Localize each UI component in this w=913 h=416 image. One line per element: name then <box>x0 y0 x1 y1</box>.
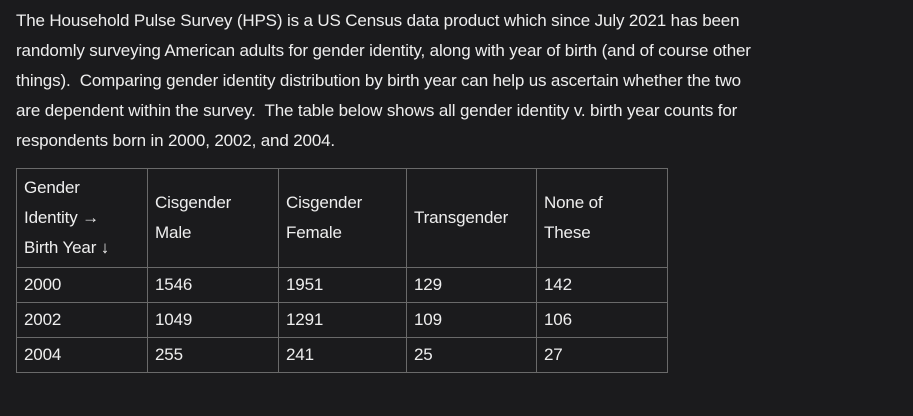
column-header-cisgender-male: Cisgender Male <box>147 168 279 268</box>
cell-2004-cisgender-female: 241 <box>278 337 407 373</box>
cell-2000-cisgender-male: 1546 <box>147 267 279 303</box>
table-row-2000: 2000 1546 1951 129 142 <box>16 267 668 303</box>
column-header-cisgender-female: Cisgender Female <box>278 168 407 268</box>
cell-2002-none-of-these: 106 <box>536 302 668 338</box>
column-header-transgender: Transgender <box>406 168 537 268</box>
intro-paragraph: The Household Pulse Survey (HPS) is a US… <box>16 6 897 156</box>
cell-2002-transgender: 109 <box>406 302 537 338</box>
row-header-year-2000: 2000 <box>16 267 148 303</box>
intro-line-3: things). Comparing gender identity distr… <box>16 71 741 90</box>
cell-2002-cisgender-female: 1291 <box>278 302 407 338</box>
intro-line-5: respondents born in 2000, 2002, and 2004… <box>16 131 336 150</box>
cell-2000-transgender: 129 <box>406 267 537 303</box>
intro-line-4: are dependent within the survey. The tab… <box>16 101 738 120</box>
cell-2004-none-of-these: 27 <box>536 337 668 373</box>
cell-2002-cisgender-male: 1049 <box>147 302 279 338</box>
table-row-2004: 2004 255 241 25 27 <box>16 337 668 373</box>
column-header-none-of-these: None of These <box>536 168 668 268</box>
row-header-year-2004: 2004 <box>16 337 148 373</box>
cell-2004-transgender: 25 <box>406 337 537 373</box>
corner-header-line-gender: Gender <box>24 178 80 197</box>
cell-2000-none-of-these: 142 <box>536 267 668 303</box>
corner-header-line-identity-right-arrow: Identity → <box>24 208 100 227</box>
intro-line-2: randomly surveying American adults for g… <box>16 41 751 60</box>
corner-header-line-birth-year-down-arrow: Birth Year ↓ <box>24 238 110 257</box>
table-row-2002: 2002 1049 1291 109 106 <box>16 302 668 338</box>
cell-2004-cisgender-male: 255 <box>147 337 279 373</box>
corner-header-cell: Gender Identity → Birth Year ↓ <box>16 168 148 268</box>
gender-identity-birth-year-table: Gender Identity → Birth Year ↓ Cisgender… <box>16 168 668 373</box>
table-header-row: Gender Identity → Birth Year ↓ Cisgender… <box>16 168 668 268</box>
row-header-year-2002: 2002 <box>16 302 148 338</box>
cell-2000-cisgender-female: 1951 <box>278 267 407 303</box>
intro-line-1: The Household Pulse Survey (HPS) is a US… <box>16 11 740 30</box>
